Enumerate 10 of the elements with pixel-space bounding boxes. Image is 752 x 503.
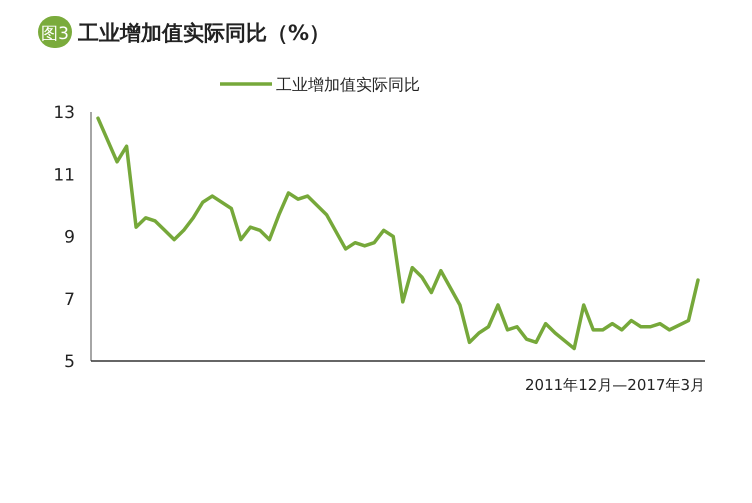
caption: 图3 — [41, 24, 69, 44]
x-axis-title: 2011年12月—2017年3月 — [525, 376, 705, 394]
y-tick-label: 9 — [64, 228, 75, 248]
legend-label: 工业增加值实际同比 — [276, 75, 420, 94]
y-tick-label: 5 — [64, 352, 75, 372]
y-tick-label: 11 — [53, 165, 75, 186]
y-tick-label: 7 — [64, 290, 75, 310]
chart-title: 工业增加值实际同比（%） — [77, 21, 330, 45]
badge: 图3 — [38, 16, 72, 48]
y-tick-label: 13 — [53, 103, 75, 123]
